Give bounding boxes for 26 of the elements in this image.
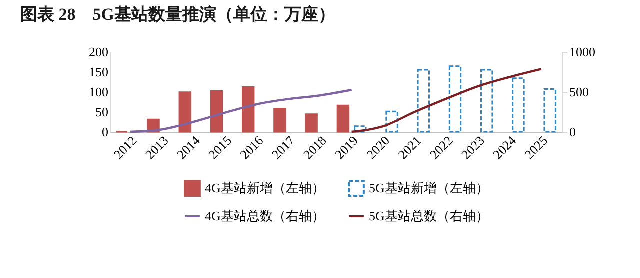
line-series (129, 88, 353, 134)
bar (512, 78, 525, 133)
y2-tick-label: 0 (570, 124, 576, 140)
bar (480, 69, 494, 133)
y-tick-label: 50 (96, 104, 108, 120)
chart-title: 图表 28 5G基站数量推演（单位：万座） (20, 5, 336, 24)
bar (210, 90, 224, 133)
legend-label: 4G基站新增（左轴） (205, 180, 325, 196)
y-tick-label: 100 (89, 84, 108, 100)
bar (336, 104, 350, 133)
y2-tick-label: 500 (570, 84, 589, 100)
y2-tick-label: 1000 (570, 44, 596, 60)
legend-label: 5G基站总数（右轴） (369, 208, 489, 224)
bar (178, 92, 192, 133)
bar (274, 108, 286, 133)
y-tick-label: 150 (89, 64, 108, 80)
legend-label: 5G基站新增（左轴） (369, 180, 489, 196)
bar (417, 69, 430, 133)
y-tick-label: 200 (89, 44, 108, 60)
bar (544, 88, 556, 133)
line-series (350, 68, 543, 134)
bar (305, 114, 318, 133)
bar (242, 86, 255, 133)
legend-label: 4G基站总数（右轴） (205, 208, 325, 224)
bar (448, 66, 462, 133)
y-tick-label: 0 (102, 124, 108, 140)
